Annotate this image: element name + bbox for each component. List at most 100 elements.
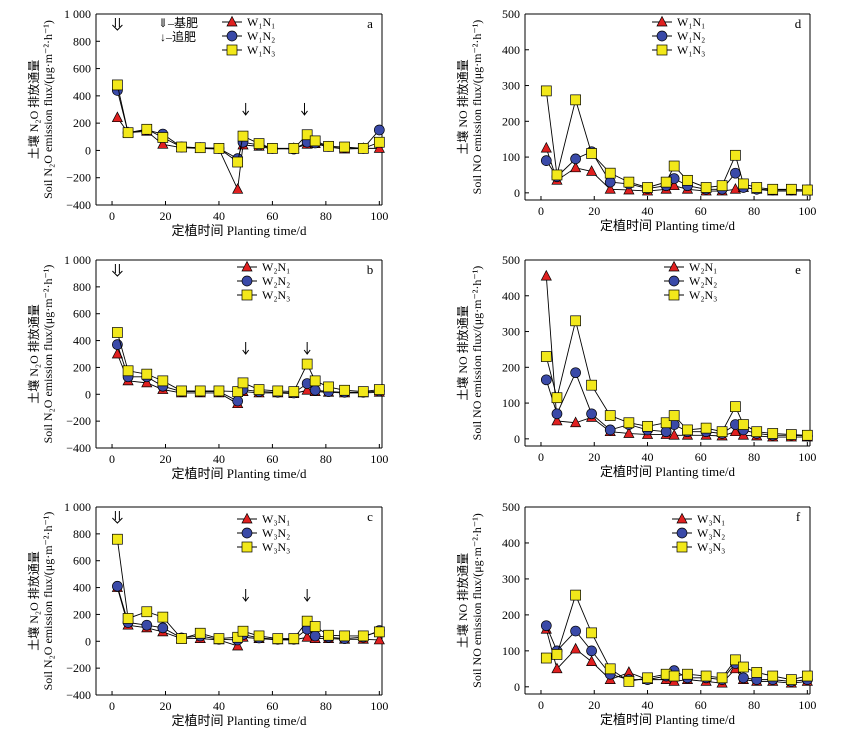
data-point xyxy=(213,143,225,154)
x-tick-label: 40 xyxy=(213,699,225,713)
y-tick-label: 1 000 xyxy=(64,253,91,267)
data-point xyxy=(730,654,741,666)
series-line xyxy=(117,117,380,191)
data-point xyxy=(551,414,563,426)
panel-letter: c xyxy=(367,509,373,524)
data-point xyxy=(586,165,598,176)
legend-marker xyxy=(668,289,680,301)
panel-letter: e xyxy=(795,262,801,277)
data-point xyxy=(232,395,244,407)
fertilizer-legend: ⇓–基肥↓–追肥 xyxy=(158,16,198,44)
data-point xyxy=(570,589,581,601)
legend-label: W₃N₁ xyxy=(697,512,725,526)
legend-marker xyxy=(226,30,238,42)
legend-label: W₂N₂ xyxy=(689,274,717,288)
y-tick-label: 0 xyxy=(85,143,91,157)
data-point xyxy=(786,429,797,440)
data-point xyxy=(767,183,779,195)
data-point xyxy=(751,426,763,438)
data-point xyxy=(570,94,581,106)
data-point xyxy=(660,176,672,188)
data-point xyxy=(660,426,672,438)
y-tick-label: 300 xyxy=(502,325,520,339)
y-tick-label: 400 xyxy=(502,536,520,550)
y-tick-label: 500 xyxy=(502,253,520,267)
data-point xyxy=(668,410,680,421)
x-axis-label: 定植时间 Planting time/d xyxy=(171,466,307,481)
data-point xyxy=(716,672,728,684)
y-tick-label: −200 xyxy=(66,661,91,675)
x-tick-label: 40 xyxy=(213,452,225,466)
data-point xyxy=(682,668,693,680)
data-point xyxy=(623,176,635,188)
data-point xyxy=(604,167,616,179)
data-point xyxy=(751,667,763,678)
data-point xyxy=(751,182,763,193)
y-tick-label: 400 xyxy=(502,289,520,303)
x-tick-label: 20 xyxy=(159,452,171,466)
y-axis-label-cn: 土壤 N₂O 排放通量 xyxy=(26,60,41,160)
data-point xyxy=(604,176,616,188)
x-tick-label: 20 xyxy=(159,209,171,223)
data-point xyxy=(357,143,369,154)
panel-letter: d xyxy=(795,16,802,31)
data-point xyxy=(237,625,249,637)
data-point xyxy=(586,408,597,420)
legend-marker xyxy=(226,15,238,27)
y-tick-label: 0 xyxy=(514,432,520,446)
series-N3 xyxy=(112,327,385,397)
y-tick-label: −400 xyxy=(66,198,91,212)
data-point xyxy=(288,633,300,644)
legend-marker xyxy=(676,541,688,553)
x-axis-label: 定植时间 Planting time/d xyxy=(171,223,307,238)
data-point xyxy=(540,155,552,167)
x-tick-label: 80 xyxy=(320,452,332,466)
data-point xyxy=(301,631,313,642)
data-point xyxy=(176,141,187,153)
legend-label: W₂N₃ xyxy=(689,288,717,302)
data-point xyxy=(570,642,582,654)
legend-label: W₁N₃ xyxy=(677,43,705,57)
legend-label: W₁N₂ xyxy=(247,29,275,43)
data-point xyxy=(786,674,797,685)
data-point xyxy=(668,160,680,172)
y-tick-label: 0 xyxy=(514,680,520,694)
y-axis-label-cn: 土壤 NO 排放通量 xyxy=(455,59,470,154)
x-tick-label: 60 xyxy=(695,698,707,712)
data-point xyxy=(176,633,187,644)
data-point xyxy=(309,630,321,642)
data-point xyxy=(738,661,749,673)
chart-panel-f: 0 100 200 300 400 500 0 20 40 60 80 100 定植时间 Plantin… xyxy=(455,500,816,727)
data-point xyxy=(141,606,153,618)
data-point xyxy=(604,410,616,421)
data-point xyxy=(237,377,249,389)
y-tick-label: 500 xyxy=(502,500,520,514)
data-point xyxy=(194,142,206,154)
x-axis-label: 定植时间 Planting time/d xyxy=(600,464,736,479)
legend-marker xyxy=(241,275,253,287)
legend-marker xyxy=(241,289,253,301)
data-point xyxy=(373,633,385,645)
data-point xyxy=(730,167,741,179)
data-point xyxy=(738,419,749,430)
y-tick-label: 600 xyxy=(73,62,91,76)
legend-marker xyxy=(656,15,668,27)
data-point xyxy=(700,670,712,682)
legend-marker xyxy=(668,260,680,272)
data-point xyxy=(309,621,321,632)
data-point xyxy=(301,384,313,395)
data-point xyxy=(540,620,552,632)
data-point xyxy=(586,655,598,666)
data-point xyxy=(716,426,728,438)
data-point xyxy=(301,129,313,141)
x-tick-label: 100 xyxy=(370,699,388,713)
y-tick-label: 100 xyxy=(502,396,520,410)
topdress-fertilizer-arrow xyxy=(242,589,250,602)
data-point xyxy=(551,649,563,660)
data-point xyxy=(122,127,134,139)
x-tick-label: 80 xyxy=(748,450,760,464)
legend-marker xyxy=(656,30,668,42)
y-tick-label: −400 xyxy=(66,441,91,455)
